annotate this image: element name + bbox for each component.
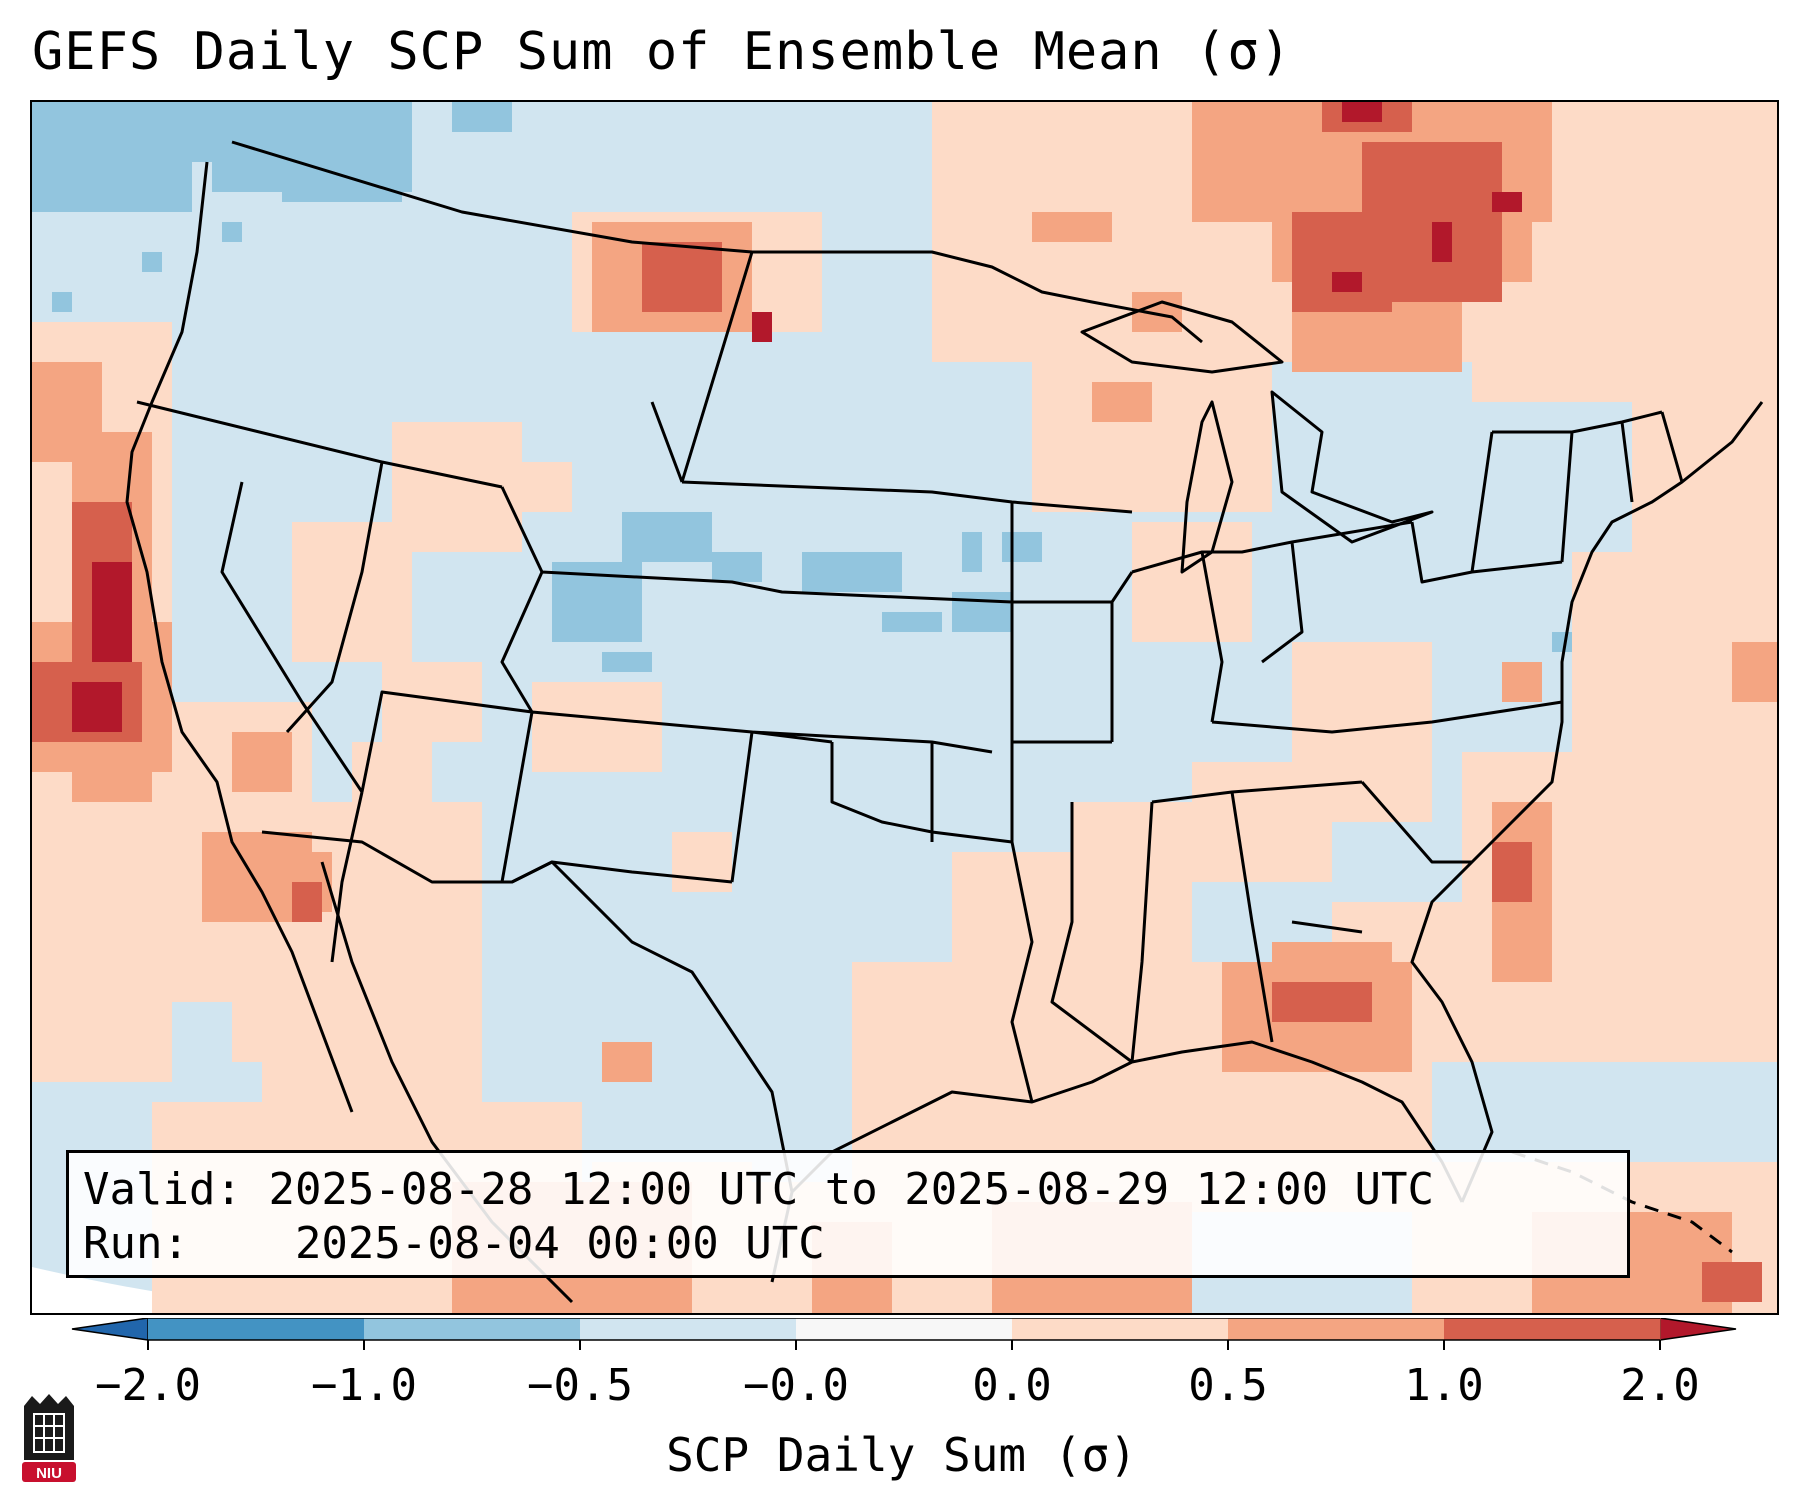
field-cell (1432, 222, 1452, 262)
us-mexico-border (261, 830, 794, 1193)
field-cell (232, 732, 292, 792)
chart-title: GEFS Daily SCP Sum of Ensemble Mean (σ) (32, 22, 1292, 82)
colorbar-tick-label: 0.5 (1188, 1360, 1267, 1411)
colorbar-tick-label: −0.0 (743, 1360, 849, 1411)
field-cell (32, 102, 192, 212)
field-cell (1492, 192, 1522, 212)
colorbar-extend-high (1659, 1318, 1737, 1341)
niu-logo: NIU (22, 1394, 76, 1482)
field-cell (1272, 982, 1372, 1022)
colorbar-frame (148, 1318, 1660, 1341)
us-canada-border (231, 140, 1203, 344)
lake-michigan (1180, 400, 1234, 574)
field-cell (292, 882, 322, 922)
field-cell (1092, 382, 1152, 422)
run-label: Run: (83, 1218, 189, 1269)
colorbar-tick-label: 1.0 (1404, 1360, 1483, 1411)
colorbar-bin (148, 1318, 365, 1340)
field-cell (1342, 102, 1382, 122)
colorbar-bin (796, 1318, 1013, 1340)
colorbar-tick-label: 2.0 (1620, 1360, 1699, 1411)
field-cell (712, 552, 762, 582)
field-cell (52, 292, 72, 312)
projection-outside-left (32, 1267, 311, 1313)
lake-superior (1080, 300, 1284, 374)
field-cell (962, 532, 982, 572)
field-cell (952, 852, 1072, 972)
field-cell (532, 682, 662, 772)
state-lines (136, 251, 1684, 1103)
colorbar-tick-label: −0.5 (527, 1360, 633, 1411)
field-cell (802, 552, 902, 592)
field-cell (752, 312, 772, 342)
colorbar-bins (71, 1318, 1737, 1341)
valid-run-info-box: Valid: 2025-08-28 12:00 UTC to 2025-08-2… (66, 1150, 1630, 1278)
field-cell (72, 682, 122, 732)
field-cell (882, 612, 942, 632)
field-cell (232, 982, 332, 1062)
valid-row: Valid: 2025-08-28 12:00 UTC to 2025-08-2… (83, 1163, 1613, 1217)
field-cell (642, 242, 722, 312)
colorbar-bin (1444, 1318, 1661, 1340)
colorbar-tick-label: 0.0 (972, 1360, 1051, 1411)
colorbar-label: SCP Daily Sum (σ) (666, 1428, 1137, 1482)
field-cell (92, 562, 132, 662)
colorbar-bin (1012, 1318, 1229, 1340)
field-cell (452, 102, 512, 132)
logo-text: NIU (36, 1465, 62, 1482)
field-cell (222, 222, 242, 242)
colorbar: −2.0 −1.0 −0.5 −0.0 0.0 0.5 1.0 2.0 (71, 1318, 1737, 1411)
colorbar-ticks: −2.0 −1.0 −0.5 −0.0 0.0 0.5 1.0 2.0 (95, 1340, 1700, 1411)
field-cell (1732, 642, 1777, 702)
field-cell (292, 522, 412, 662)
field-cell (672, 832, 732, 892)
field-cell (472, 462, 572, 512)
colorbar-bin (1228, 1318, 1445, 1340)
run-row: Run: 2025-08-04 00:00 UTC (83, 1217, 1613, 1271)
lake-huron-erie (1270, 390, 1434, 544)
field-cell (1272, 942, 1392, 982)
pacific-coast (125, 161, 354, 1113)
field-weak-negative (32, 102, 1592, 672)
colorbar-bin (580, 1318, 797, 1340)
atlantic-coast (1410, 401, 1764, 1203)
field-cell (622, 512, 712, 562)
valid-value: 2025-08-28 12:00 UTC to 2025-08-29 12:00… (268, 1164, 1435, 1215)
valid-label: Valid: (83, 1164, 242, 1215)
field-cell (1492, 842, 1532, 902)
field-cell (1292, 212, 1392, 312)
run-value: 2025-08-04 00:00 UTC (294, 1218, 825, 1269)
map-svg (32, 102, 1777, 1313)
field-strong-positive (32, 102, 1762, 1302)
field-cell (1292, 642, 1432, 822)
field-cell (1132, 522, 1252, 642)
colorbar-tick-label: −1.0 (311, 1360, 417, 1411)
colorbar-bin (364, 1318, 581, 1340)
colorbar-extend-low (71, 1318, 149, 1341)
field-cell (1002, 532, 1042, 562)
field-cell (1502, 662, 1542, 702)
cuba-outline (1511, 1150, 1733, 1254)
field-cell (142, 252, 162, 272)
field-cell (282, 162, 402, 202)
colorbar-tick-label: −2.0 (95, 1360, 201, 1411)
field-cell (1032, 212, 1112, 242)
field-cell (602, 652, 652, 672)
field-cell (602, 1042, 652, 1082)
field-cell (1332, 272, 1362, 292)
map-panel (30, 100, 1779, 1315)
field-cell (1702, 1262, 1762, 1302)
field-extreme-positive (72, 102, 1522, 732)
field-cell (952, 592, 1012, 632)
boundaries (125, 140, 1764, 1304)
